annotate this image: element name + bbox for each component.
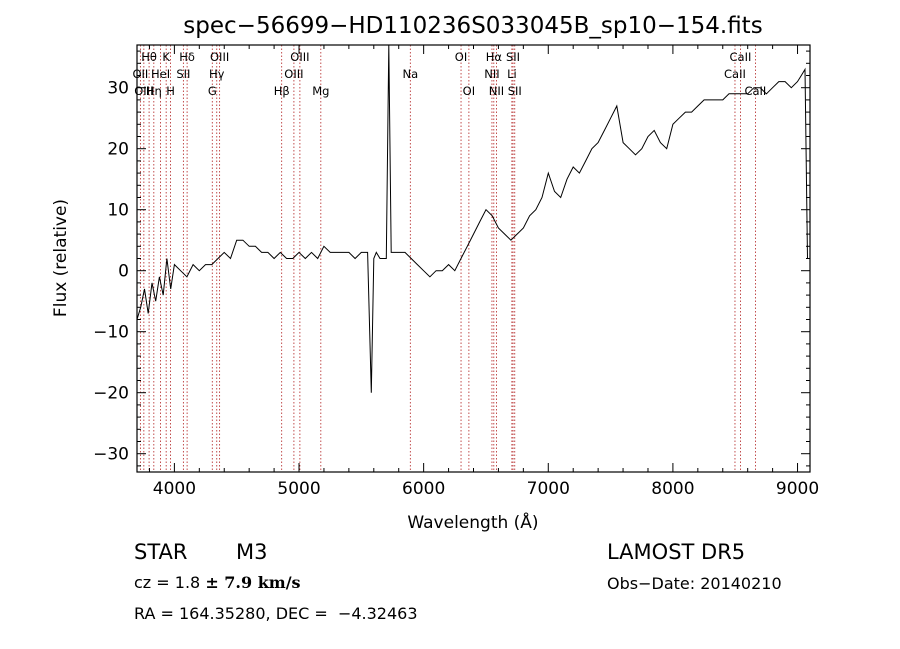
line-marker-label: NII [484, 67, 499, 81]
line-marker-label: NII [489, 84, 504, 98]
y-tick-label: 10 [107, 201, 129, 221]
redshift-readout: cz = 1.8 ± 7.9 km/s [134, 573, 301, 592]
line-marker-label: HeI [151, 67, 170, 81]
line-marker-label: Mg [312, 84, 329, 98]
observation-date: Obs−Date: 20140210 [607, 574, 782, 593]
line-marker-label: OIII [284, 67, 303, 81]
line-marker-label: Na [402, 67, 418, 81]
y-tick-label: −10 [93, 323, 129, 343]
line-marker-label: CaII [744, 84, 766, 98]
line-markers [139, 45, 756, 472]
y-axis-ticks: −30 −20 −10 0 10 20 30 [93, 50, 810, 467]
object-type: STAR [134, 540, 188, 564]
line-marker-label: OIII [210, 50, 229, 64]
spectrum-line [136, 44, 808, 393]
y-tick-label: −20 [93, 384, 129, 404]
x-tick-label: 7000 [527, 479, 570, 499]
x-tick-label: 9000 [776, 479, 819, 499]
x-tick-label: 6000 [402, 479, 445, 499]
line-marker-label: Hγ [209, 67, 225, 81]
survey-name: LAMOST DR5 [607, 540, 746, 564]
plot-frame [136, 44, 811, 473]
line-marker-label: SII [508, 84, 522, 98]
line-marker-label: OII [132, 67, 148, 81]
line-marker-label: Hδ [179, 50, 195, 64]
line-marker-label: SII [506, 50, 520, 64]
line-marker-label: SII [176, 67, 190, 81]
coordinates: RA = 164.35280, DEC = −4.32463 [134, 604, 418, 623]
line-marker-label: Hβ [274, 84, 290, 98]
y-axis-label: Flux (relative) [51, 199, 71, 317]
y-tick-label: 0 [118, 262, 129, 282]
x-axis-label: Wavelength (Å) [407, 511, 538, 533]
x-tick-label: 8000 [651, 479, 694, 499]
x-tick-label: 5000 [277, 479, 320, 499]
line-marker-label: Hθ [141, 50, 157, 64]
chart-title: spec−56699−HD110236S033045B_sp10−154.fit… [183, 13, 762, 39]
line-marker-label: OI [463, 84, 475, 98]
object-class: M3 [236, 540, 268, 564]
line-marker-label: H [166, 84, 175, 98]
line-marker-label: Hη [146, 84, 162, 98]
y-tick-label: 20 [107, 140, 129, 160]
line-marker-label: OIII [290, 50, 309, 64]
x-axis-ticks: 4000 5000 6000 7000 8000 9000 [148, 45, 819, 499]
line-marker-label: Hα [486, 50, 503, 64]
line-marker-label: CaII [730, 50, 752, 64]
line-marker-label: OI [455, 50, 467, 64]
line-marker-label: Li [507, 67, 517, 81]
y-tick-label: −30 [93, 445, 129, 465]
line-marker-label: K [162, 50, 170, 64]
line-marker-label: G [208, 84, 217, 98]
line-marker-label: CaII [724, 67, 746, 81]
x-tick-label: 4000 [153, 479, 196, 499]
cz-value: cz = 1.8 [134, 573, 206, 592]
y-tick-label: 30 [107, 79, 129, 99]
cz-error: ± 7.9 km/s [205, 573, 301, 592]
